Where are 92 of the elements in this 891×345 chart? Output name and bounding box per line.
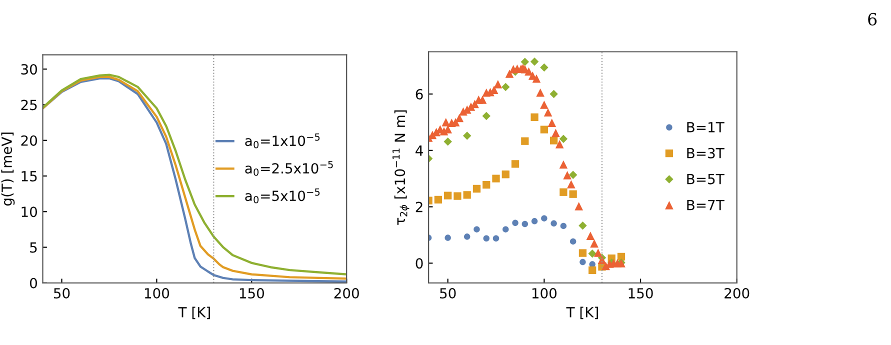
x-axis-title: T [K] — [566, 306, 598, 320]
point — [502, 82, 510, 92]
point — [464, 234, 470, 240]
point — [578, 222, 587, 230]
point — [568, 170, 578, 180]
point — [559, 160, 568, 169]
y-tick-label: 2 — [416, 202, 422, 212]
x-tick-label: 50 — [440, 288, 456, 299]
point — [559, 134, 568, 143]
y-axis-title: τ$_{2ϕ}$ [x10$^{−11}$ N m] — [392, 110, 410, 225]
point — [472, 184, 481, 193]
point — [540, 126, 548, 134]
point — [580, 258, 586, 266]
point — [570, 238, 576, 245]
x-axis-title: T [K] — [178, 306, 210, 320]
point — [502, 226, 509, 232]
x-tick-label: 100 — [532, 288, 557, 299]
y-tick-label: 6 — [416, 89, 423, 100]
point — [522, 220, 528, 228]
point — [540, 63, 548, 72]
point — [444, 138, 452, 146]
point — [482, 180, 490, 189]
point — [532, 74, 541, 83]
x-tick-label: 150 — [628, 288, 653, 299]
point — [494, 80, 502, 88]
x-tick-label: 200 — [724, 288, 750, 299]
point — [444, 234, 451, 241]
y-tick-label: 15 — [22, 171, 37, 182]
point — [594, 248, 602, 257]
point — [483, 235, 490, 242]
y-tick-label: 0 — [30, 278, 37, 288]
y-tick-label: 4 — [416, 146, 423, 156]
legend-label: B=1T — [687, 122, 724, 132]
legend-label: a$_{0}$=5x10$^{−5}$ — [245, 188, 320, 204]
point — [474, 226, 480, 232]
point — [505, 70, 514, 78]
y-tick-label: 0 — [416, 258, 423, 269]
point — [444, 192, 452, 200]
point — [530, 113, 538, 121]
point — [550, 90, 558, 98]
point — [482, 112, 490, 120]
point — [512, 220, 518, 226]
point — [569, 190, 577, 198]
point — [454, 192, 462, 200]
point — [463, 191, 471, 199]
text: 6 — [868, 12, 877, 26]
point — [560, 188, 568, 196]
point — [530, 57, 539, 66]
point — [520, 58, 530, 66]
y-tick-label: 10 — [22, 206, 37, 218]
point — [455, 114, 464, 122]
y-axis-title: g(T) [meV] — [1, 132, 15, 206]
legend-label: B=3T — [687, 148, 724, 158]
point — [588, 249, 596, 258]
x-tick-label: 200 — [334, 288, 359, 299]
point — [492, 235, 500, 242]
point — [541, 215, 548, 222]
point — [544, 108, 552, 117]
point — [588, 266, 596, 274]
x-tick-label: 100 — [144, 288, 170, 299]
point — [555, 140, 564, 148]
point — [478, 96, 487, 104]
point — [550, 220, 557, 227]
x-tick-label: 50 — [54, 288, 70, 299]
point — [574, 202, 584, 210]
point — [550, 136, 558, 144]
y-tick-label: 5 — [30, 242, 37, 253]
legend-label: B=5T — [687, 174, 724, 184]
legend-label: a$_{0}$=1x10$^{−5}$ — [245, 133, 320, 148]
y-tick-label: 25 — [21, 100, 37, 110]
point — [511, 160, 520, 168]
point — [563, 171, 572, 180]
point — [536, 88, 544, 97]
point — [552, 128, 560, 138]
point — [492, 174, 500, 182]
point — [540, 100, 548, 109]
point — [531, 218, 538, 224]
point — [586, 232, 595, 240]
point — [560, 222, 567, 230]
point — [566, 180, 576, 188]
x-tick-label: 150 — [240, 288, 264, 299]
y-tick-label: 30 — [21, 64, 37, 75]
legend-label: B=7T — [687, 200, 724, 210]
legend-label: a$_{0}$=2.5x10$^{−5}$ — [245, 160, 333, 176]
point — [590, 239, 598, 248]
point — [462, 132, 472, 140]
point — [434, 196, 442, 204]
y-tick-label: 20 — [21, 135, 37, 146]
point — [521, 137, 529, 145]
point — [548, 118, 556, 127]
point — [502, 170, 510, 178]
point — [578, 249, 587, 257]
